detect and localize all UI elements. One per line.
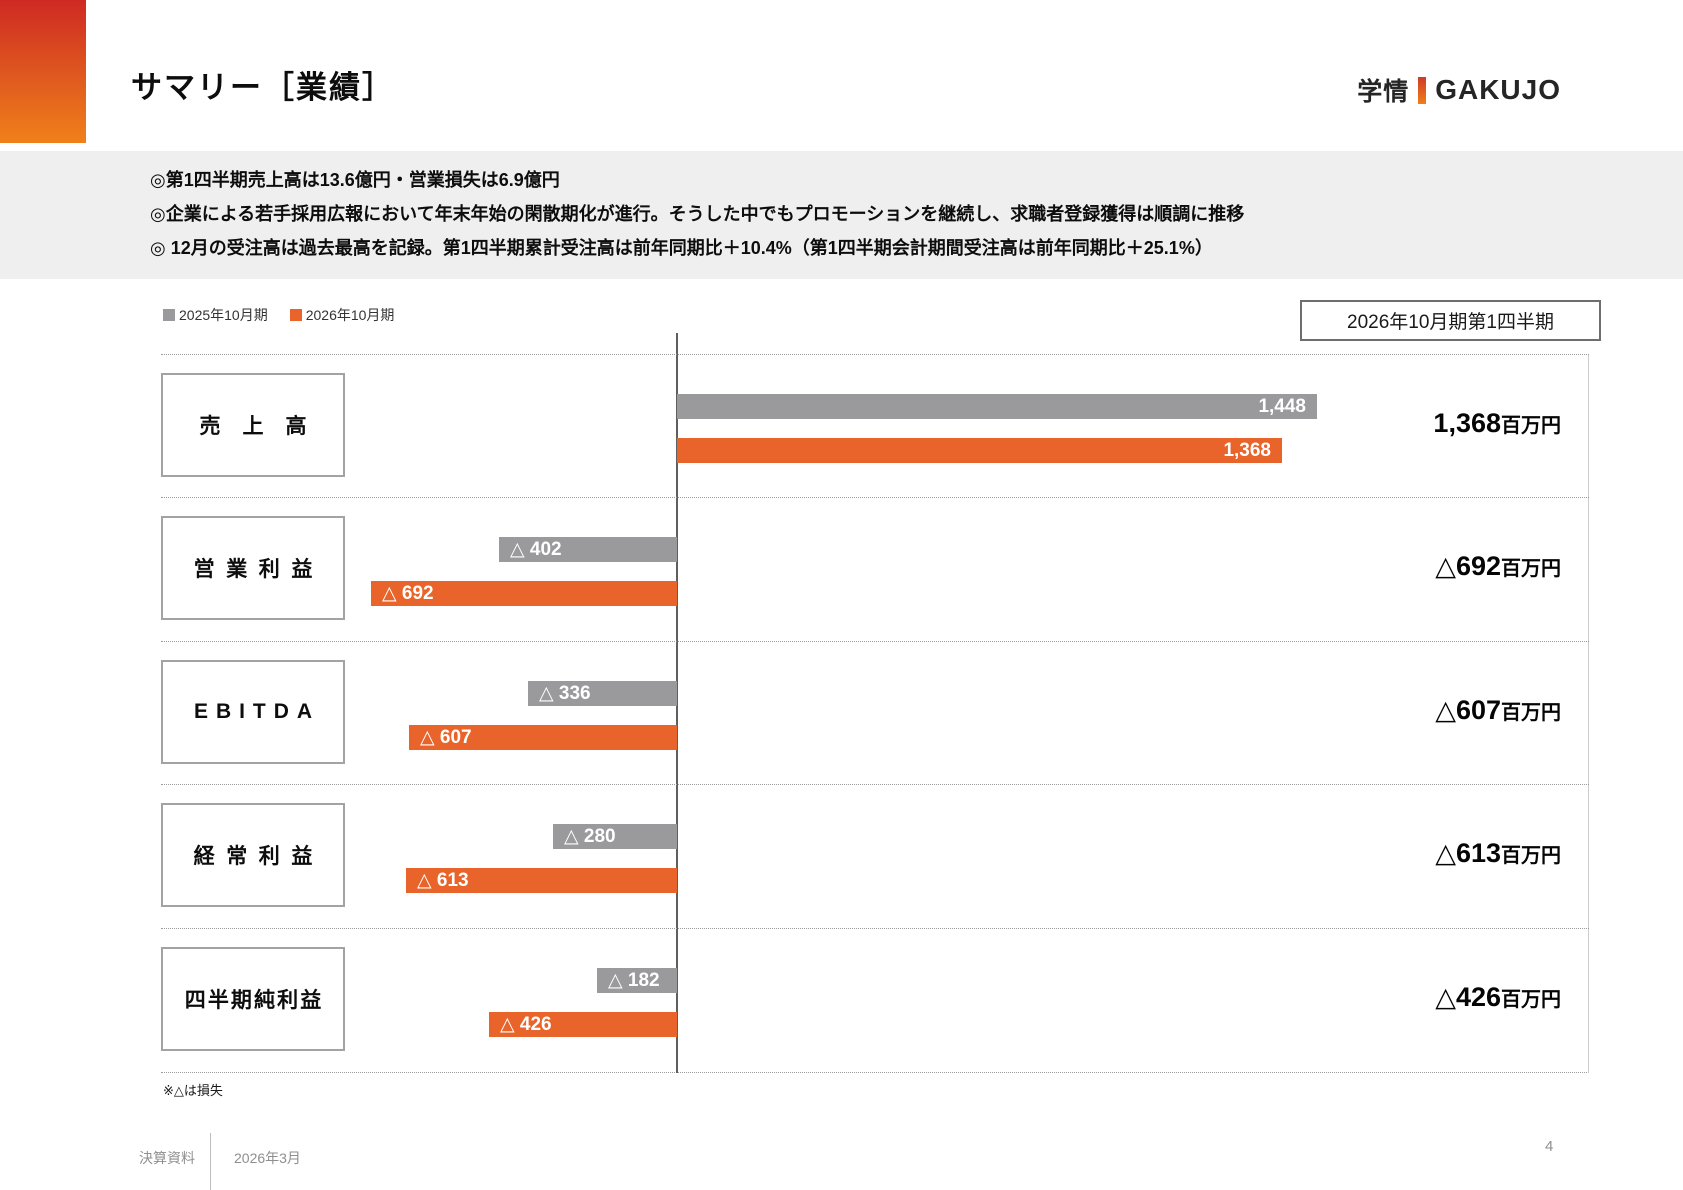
bar-prev-operating-profit: △ 402	[499, 537, 677, 562]
zero-axis-line	[676, 333, 678, 1073]
category-label: EBITDA	[193, 700, 320, 723]
total-unit: 百万円	[1501, 845, 1561, 867]
legend-swatch-orange	[289, 309, 302, 321]
logo-bar-icon	[1418, 76, 1427, 104]
category-label: 四半期純利益	[184, 989, 324, 1012]
bar-curr-quarterly-net-profit: △ 426	[489, 1012, 677, 1037]
category-box-quarterly-net-profit: 四半期純利益	[161, 947, 345, 1051]
page-number: 4	[1545, 1138, 1554, 1155]
legend-label-prev-year: 2025年10月期	[179, 307, 268, 323]
logo-kanji-text: 学情	[1357, 78, 1410, 106]
legend-swatch-gray	[163, 309, 175, 321]
total-unit: 百万円	[1501, 989, 1561, 1011]
category-label: 経常利益	[193, 845, 324, 868]
bar-value-label: △ 280	[564, 826, 616, 847]
bar-prev-quarterly-net-profit: △ 182	[597, 968, 677, 993]
chart-row-operating-profit: 営業利益 △ 402 △ 692 △692百万円	[161, 497, 1589, 641]
chart-row-quarterly-net-profit: 四半期純利益 △ 182 △ 426 △426百万円	[161, 928, 1589, 1073]
bar-value-label: 1,448	[1258, 396, 1306, 417]
period-badge: 2026年10月期第1四半期	[1300, 300, 1601, 341]
row-total-ebitda: △607百万円	[1435, 695, 1561, 726]
bar-curr-ordinary-profit: △ 613	[406, 868, 677, 893]
category-box-sales: 売上高	[161, 373, 345, 477]
bar-value-label: △ 336	[539, 683, 591, 704]
company-logo: 学情 GAKUJO	[1357, 72, 1561, 108]
total-unit: 百万円	[1501, 558, 1561, 580]
row-total-sales: 1,368百万円	[1433, 408, 1561, 439]
highlight-line-1: ◎第1四半期売上高は13.6億円・営業損失は6.9億円	[150, 170, 560, 190]
footer-divider	[210, 1133, 211, 1190]
highlights-band: ◎第1四半期売上高は13.6億円・営業損失は6.9億円 ◎企業による若手採用広報…	[0, 151, 1683, 279]
bar-prev-ordinary-profit: △ 280	[553, 824, 677, 849]
total-number: △426	[1435, 982, 1501, 1012]
total-unit: 百万円	[1501, 415, 1561, 437]
row-total-quarterly-net-profit: △426百万円	[1435, 982, 1561, 1013]
bar-curr-sales: 1,368	[677, 438, 1282, 463]
total-number: △607	[1435, 695, 1501, 725]
bar-value-label: △ 613	[417, 870, 469, 891]
chart-row-ebitda: EBITDA △ 336 △ 607 △607百万円	[161, 641, 1589, 784]
chart-right-border	[1588, 354, 1589, 1073]
bar-value-label: △ 607	[420, 727, 472, 748]
category-label: 営業利益	[193, 558, 324, 581]
legend-item-prev-year: 2025年10月期	[163, 305, 268, 325]
page-title: サマリー［業績］	[131, 70, 395, 105]
total-unit: 百万円	[1501, 702, 1561, 724]
legend-label-curr-year: 2026年10月期	[305, 307, 395, 323]
row-total-ordinary-profit: △613百万円	[1435, 838, 1561, 869]
highlight-line-3: ◎ 12月の受注高は過去最高を記録。第1四半期累計受注高は前年同期比＋10.4%…	[150, 238, 1213, 258]
chart-legend: 2025年10月期 2026年10月期	[163, 305, 394, 325]
bar-prev-ebitda: △ 336	[528, 681, 677, 706]
corner-accent-shape	[0, 0, 86, 143]
category-box-ebitda: EBITDA	[161, 660, 345, 764]
category-box-ordinary-profit: 経常利益	[161, 803, 345, 907]
bar-value-label: △ 402	[510, 539, 562, 560]
highlight-line-2: ◎企業による若手採用広報において年末年始の閑散期化が進行。そうした中でもプロモー…	[150, 204, 1245, 224]
total-number: △692	[1435, 551, 1501, 581]
total-number: 1,368	[1433, 408, 1501, 438]
logo-latin-text: GAKUJO	[1435, 74, 1561, 105]
loss-note: ※△は損失	[163, 1083, 223, 1098]
bar-curr-operating-profit: △ 692	[371, 581, 677, 606]
chart-row-sales: 売上高 1,448 1,368 1,368百万円	[161, 354, 1589, 497]
category-box-operating-profit: 営業利益	[161, 516, 345, 620]
row-total-operating-profit: △692百万円	[1435, 551, 1561, 582]
total-number: △613	[1435, 838, 1501, 868]
bar-curr-ebitda: △ 607	[409, 725, 677, 750]
bar-value-label: △ 426	[500, 1014, 552, 1035]
bar-chart: 売上高 1,448 1,368 1,368百万円 営業利益 △ 402 △ 69…	[161, 333, 1589, 1073]
legend-item-curr-year: 2026年10月期	[289, 305, 395, 325]
bar-value-label: 1,368	[1223, 440, 1271, 461]
chart-row-ordinary-profit: 経常利益 △ 280 △ 613 △613百万円	[161, 784, 1589, 928]
bar-value-label: △ 182	[608, 970, 660, 991]
footer-doc-label: 決算資料	[139, 1150, 195, 1166]
bar-prev-sales: 1,448	[677, 394, 1317, 419]
footer-date: 2026年3月	[234, 1150, 301, 1166]
bar-value-label: △ 692	[382, 583, 434, 604]
category-label: 売上高	[199, 415, 329, 438]
